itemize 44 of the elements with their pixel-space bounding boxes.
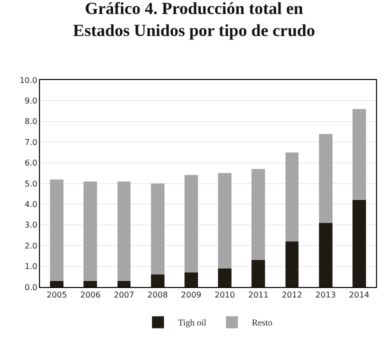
bar <box>150 274 164 287</box>
chart-title: Gráfico 4. Producción total en Estados Unidos por tipo de crudo <box>73 0 315 40</box>
bar <box>285 241 299 287</box>
y-tick-label: 4.0 <box>24 200 38 209</box>
bar <box>352 108 366 200</box>
bar <box>318 134 332 223</box>
x-tick-label: 2012 <box>282 290 302 300</box>
bar <box>150 184 164 275</box>
x-tick-label: 2009 <box>181 290 202 300</box>
bar <box>252 169 266 260</box>
y-tick-label: 1.0 <box>24 262 38 272</box>
bar <box>117 181 131 281</box>
x-tick-label: 2014 <box>349 290 370 300</box>
x-tick-label: 2010 <box>214 290 235 300</box>
bar <box>318 222 332 287</box>
bar <box>117 280 131 287</box>
bar <box>50 280 64 287</box>
bar <box>218 173 232 268</box>
bar <box>184 175 198 273</box>
y-tick-label: 0.0 <box>24 282 38 292</box>
y-tick-label: 5.0 <box>24 179 38 188</box>
x-tick-label: 2006 <box>80 290 101 300</box>
bar <box>352 200 366 287</box>
x-tick-label: 2011 <box>248 290 269 300</box>
bar <box>184 272 198 287</box>
y-tick-label: 10.0 <box>20 76 38 85</box>
bar <box>84 280 98 287</box>
y-tick-label: 6.0 <box>24 158 38 168</box>
y-tick-label: 2.0 <box>24 241 38 250</box>
bar <box>50 179 64 281</box>
y-tick-label: 9.0 <box>24 96 38 106</box>
x-tick-label: 2013 <box>315 290 336 300</box>
x-tick-label: 2007 <box>114 290 134 300</box>
x-tick-label: 2005 <box>46 290 67 300</box>
y-tick-label: 7.0 <box>24 138 38 147</box>
y-tick-label: 3.0 <box>24 220 38 230</box>
bar <box>285 152 299 242</box>
bar <box>84 181 98 281</box>
bar <box>218 268 232 287</box>
bar <box>252 260 266 287</box>
legend-label: Tigh oil <box>178 318 207 328</box>
y-tick-label: 8.0 <box>24 117 38 126</box>
legend-label: Resto <box>252 318 273 328</box>
x-tick-label: 2008 <box>147 290 168 300</box>
